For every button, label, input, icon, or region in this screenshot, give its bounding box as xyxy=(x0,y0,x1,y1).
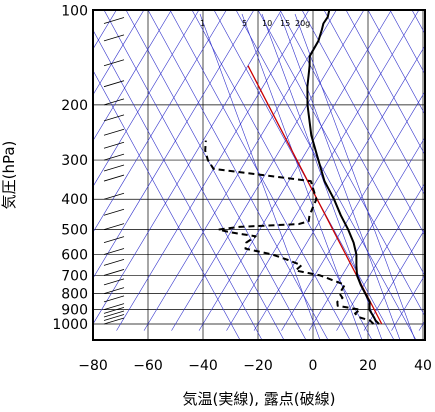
adiabat-line xyxy=(93,69,241,340)
mixing-ratio-label: 5 xyxy=(242,19,247,28)
isotherm-line xyxy=(418,320,425,331)
isotherm-line xyxy=(391,274,425,331)
wind-barb xyxy=(103,141,125,149)
y-tick-label: 400 xyxy=(61,192,88,208)
x-axis-ticks: −80 −60 −40 −20 0 20 40 xyxy=(78,358,432,374)
y-axis-title: 気圧(hPa) xyxy=(0,141,18,210)
adiabat-line xyxy=(191,10,373,340)
y-tick-label: 100 xyxy=(61,4,88,20)
y-tick-label: 700 xyxy=(61,268,88,284)
x-tick-label: −60 xyxy=(133,358,163,374)
isotherm-line xyxy=(116,10,309,331)
wind-barb xyxy=(103,236,125,243)
wind-barb xyxy=(103,34,125,42)
wind-barb xyxy=(103,314,125,321)
adiabat-line xyxy=(147,10,329,340)
wind-barb xyxy=(103,98,125,106)
wind-barb xyxy=(103,310,125,318)
plot-frame xyxy=(92,9,426,341)
wind-barb xyxy=(103,114,125,122)
mixing-ratio-line xyxy=(279,13,401,340)
isotherm-line xyxy=(93,10,172,142)
isotherm-line xyxy=(198,10,392,331)
isotherm-line xyxy=(336,182,425,331)
wind-barbs xyxy=(103,10,125,325)
y-tick-label: 900 xyxy=(61,303,88,319)
mixing-ratio-line xyxy=(199,13,321,340)
wind-barb xyxy=(103,307,125,314)
adiabat-line xyxy=(323,10,425,196)
isotherm-line xyxy=(93,10,282,325)
wind-barb xyxy=(103,174,125,182)
mixing-ratio-line xyxy=(294,13,416,340)
wind-barb xyxy=(103,208,125,216)
y-tick-label: 800 xyxy=(61,287,88,303)
wind-barb xyxy=(103,269,125,276)
temperature-line xyxy=(306,10,380,325)
x-tick-label: −20 xyxy=(243,358,273,374)
isotherm-line xyxy=(93,10,227,233)
isotherm-line xyxy=(308,136,425,331)
sounding-profiles xyxy=(204,10,380,325)
adiabat-line xyxy=(103,10,285,340)
wind-barb xyxy=(103,128,125,136)
isotherm-line xyxy=(171,10,364,331)
y-tick-label: 1000 xyxy=(52,317,88,333)
x-tick-label: −80 xyxy=(78,358,108,374)
x-axis-title: 気温(実線), 露点(破線) xyxy=(183,390,336,408)
wind-barb xyxy=(103,287,125,295)
adiabat-line xyxy=(389,10,425,75)
x-tick-label: 0 xyxy=(309,358,318,374)
adiabat-line xyxy=(301,10,425,237)
isotherm-line xyxy=(253,45,425,331)
isotherm-line xyxy=(281,90,425,331)
adiabat-line xyxy=(93,29,263,340)
mixing-ratio-label: 15 xyxy=(280,19,290,28)
adiabat-line xyxy=(257,10,425,317)
isotherm-line xyxy=(363,228,425,331)
x-tick-label: −40 xyxy=(188,358,218,374)
wind-barb xyxy=(103,317,125,325)
mixing-ratio-label: 20g xyxy=(295,19,310,28)
isotherm-line xyxy=(93,10,199,188)
isotherm-line xyxy=(226,10,419,331)
wind-barb xyxy=(103,17,125,24)
wind-barb xyxy=(103,248,125,255)
wind-barb xyxy=(103,303,125,311)
adiabat-line xyxy=(125,10,307,340)
y-tick-label: 500 xyxy=(61,223,88,239)
isotherm-line xyxy=(143,10,337,331)
isotherm-line xyxy=(93,10,254,279)
mixing-ratio-label: 10 xyxy=(262,19,272,28)
dewpoint-line xyxy=(204,140,375,325)
wind-barb xyxy=(103,80,125,88)
wind-barb xyxy=(103,153,125,161)
wind-barb xyxy=(103,192,125,200)
wind-barb xyxy=(103,59,125,67)
mixing-ratio-label: 1 xyxy=(200,19,205,28)
adiabat-line xyxy=(345,10,425,156)
mixing-ratio-labels: 1 5 10 15 20g xyxy=(200,19,310,28)
adiabat-line xyxy=(279,10,425,277)
wind-barb xyxy=(103,223,125,231)
y-tick-label: 200 xyxy=(61,98,88,114)
wind-barb xyxy=(103,295,125,303)
wind-barb xyxy=(103,278,125,286)
adiabat-line xyxy=(235,10,417,340)
mixing-ratio-line xyxy=(241,13,363,340)
adiabat-line xyxy=(367,10,425,116)
y-tick-label: 600 xyxy=(61,247,88,263)
x-tick-label: 20 xyxy=(359,358,377,374)
y-tick-label: 300 xyxy=(61,153,88,169)
wind-barb xyxy=(103,258,125,266)
x-tick-label: 40 xyxy=(414,358,432,374)
wind-barb xyxy=(103,164,125,172)
